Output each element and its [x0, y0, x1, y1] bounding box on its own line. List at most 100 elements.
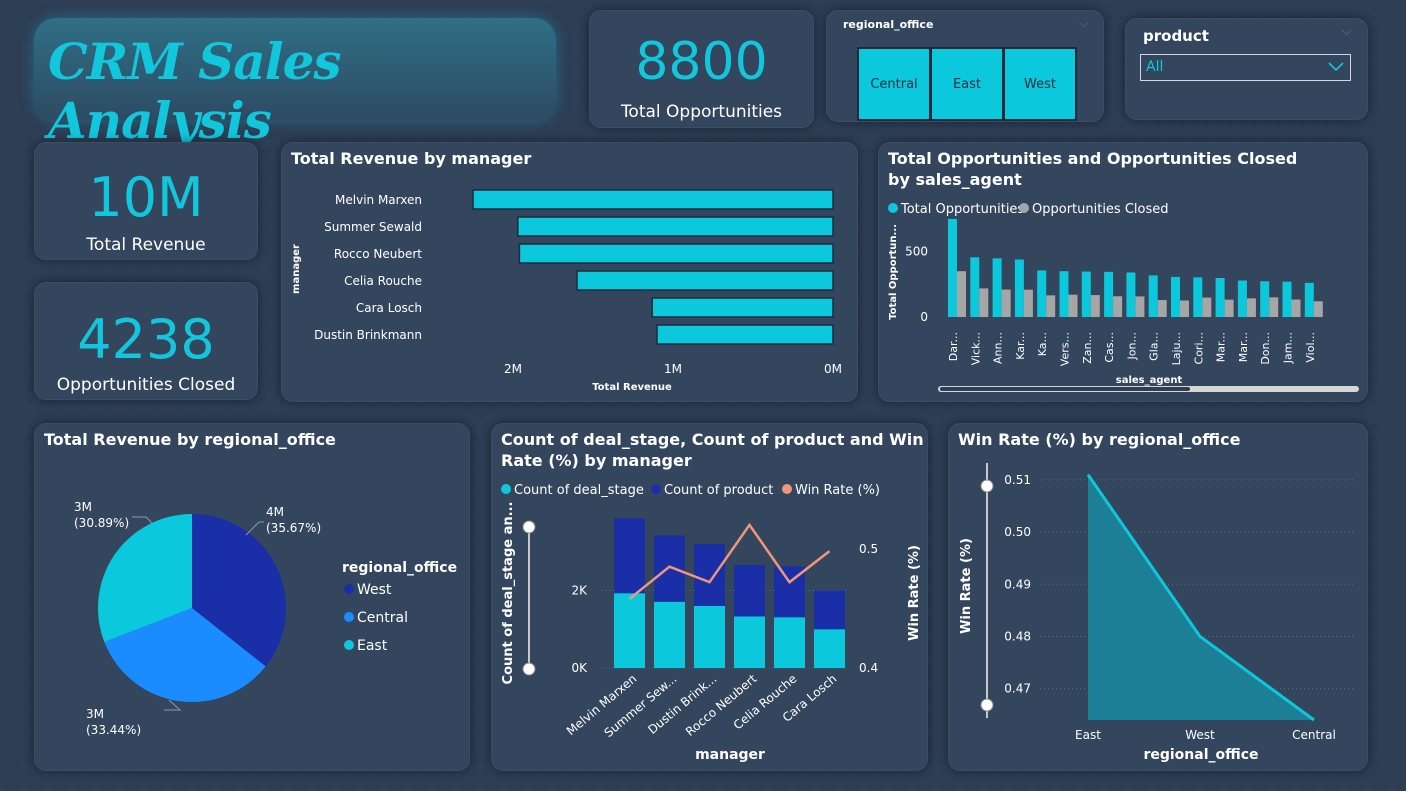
chart-title: Count of deal_stage, Count of product an… [501, 430, 924, 470]
slicer-option-central[interactable]: Central [857, 47, 931, 121]
category-label: Mar... [1215, 332, 1228, 362]
chart-title: Total Revenue by regional_office [44, 430, 336, 449]
legend-marker [1019, 203, 1029, 213]
legend-title: regional_office [342, 560, 457, 576]
bar-total-opportunities [992, 258, 1002, 317]
bar-opportunities-closed [1001, 289, 1011, 317]
bar [656, 324, 834, 345]
chevron-down-icon[interactable]: ⌵ [1078, 16, 1088, 30]
bar-opportunities-closed [1224, 299, 1234, 317]
zoom-slider-handle [522, 662, 536, 676]
product-dropdown[interactable]: All [1140, 54, 1351, 81]
zoom-slider-handle [980, 698, 994, 712]
slice-label: 4M [266, 505, 284, 519]
category-label: Gla... [1148, 332, 1161, 361]
kpi-total-revenue-value: 10M [88, 166, 204, 229]
bar-product [694, 544, 725, 606]
legend-marker [344, 584, 354, 594]
tick-label: 0.49 [1004, 577, 1031, 591]
winrate-by-region-card: Win Rate (%) by regional_office 0.47 0.48… [948, 423, 1368, 771]
category-label: Jam... [1282, 332, 1295, 364]
kpi-opportunities-closed-label: Opportunities Closed [56, 375, 236, 395]
bar-total-opportunities [1059, 271, 1069, 317]
legend-label: Central [357, 610, 408, 626]
category-label: Ka... [1036, 332, 1049, 356]
tick-label: 500 [905, 244, 928, 258]
bar-deal-stage [694, 606, 725, 668]
tick-label: 0.51 [1004, 473, 1031, 487]
legend-marker [344, 640, 354, 650]
tick-label: 2K [571, 584, 588, 598]
slicer-option-west[interactable]: West [1003, 47, 1077, 121]
bar-opportunities-closed [1313, 301, 1323, 317]
chevron-down-icon[interactable]: ⌵ [1341, 23, 1352, 39]
tick-label: 0.5 [859, 542, 878, 556]
category-label: Melvin Marxen [335, 193, 422, 207]
category-label: Central [1292, 728, 1336, 742]
slicer-option-east[interactable]: East [930, 47, 1004, 121]
bar [651, 297, 834, 318]
bar-opportunities-closed [1135, 296, 1145, 317]
opportunities-by-agent-card: Total Opportunities and Opportunities Cl… [878, 142, 1368, 402]
bar-opportunities-closed [1023, 289, 1033, 317]
tick-label: 0.48 [1004, 629, 1031, 643]
legend-label: Total Opportunities [900, 202, 1024, 217]
bar-product [734, 564, 765, 617]
legend-label: Opportunities Closed [1032, 202, 1169, 217]
kpi-total-opportunities-value: 8800 [635, 32, 768, 92]
bar-deal-stage [734, 616, 765, 668]
y-axis-label: Total Opportun... [888, 224, 899, 320]
category-label: Laju... [1170, 332, 1183, 365]
legend-label: Count of deal_stage [514, 483, 644, 498]
bar-deal-stage [774, 617, 805, 668]
win-rate-line [628, 522, 831, 600]
revenue-by-region-card: Total Revenue by regional_office 4M (35.6… [34, 423, 470, 771]
bar-total-opportunities [1304, 282, 1314, 317]
tick-label: 0 [920, 310, 928, 324]
category-label: Kar... [1014, 332, 1027, 360]
bar-opportunities-closed [1113, 296, 1123, 317]
regional-office-slicer: regional_office ⌵ Central East West [826, 10, 1104, 122]
category-label: Cas... [1103, 332, 1116, 363]
category-label: Celia Rouche [344, 274, 422, 288]
kpi-opportunities-closed-value: 4238 [77, 308, 215, 371]
bar-total-opportunities [1081, 271, 1091, 317]
category-label: Dustin Brinkmann [314, 328, 422, 342]
bar-total-opportunities [1104, 271, 1114, 317]
y2-axis-label: Win Rate (%) [907, 545, 922, 641]
bar-total-opportunities [1171, 276, 1180, 317]
bar-product [654, 535, 685, 602]
opportunities-by-agent-chart: Total Opportunities Opportunities Closed 0… [888, 202, 1359, 392]
category-label: Viol... [1304, 332, 1317, 363]
dashboard-title-card: CRM Sales Analysis [34, 18, 556, 150]
kpi-total-revenue-label: Total Revenue [86, 235, 206, 255]
category-label: Vick... [969, 332, 982, 365]
y-axis-label: manager [291, 244, 302, 294]
chart-title: Win Rate (%) by regional_office [958, 430, 1241, 449]
tick-label: 0.50 [1004, 525, 1031, 539]
tick-label: 2M [504, 362, 522, 376]
legend-label: Count of product [664, 483, 773, 498]
legend-marker [782, 484, 792, 494]
bar-opportunities-closed [1269, 297, 1279, 317]
category-label: East [1075, 728, 1101, 742]
slice-label: (30.89%) [74, 516, 129, 530]
x-axis-label: sales_agent [1116, 375, 1183, 386]
leader-line [132, 516, 153, 524]
bar-total-opportunities [948, 218, 957, 317]
zoom-slider-handle [980, 479, 994, 493]
bar [576, 270, 834, 291]
bar [517, 216, 834, 237]
bar-opportunities-closed [1291, 299, 1301, 317]
winrate-by-region-chart: 0.47 0.48 0.49 0.50 0.51 East West Central regio… [959, 463, 1356, 763]
zoom-slider-handle [522, 520, 536, 534]
bar-total-opportunities [1237, 280, 1247, 317]
chart-title: Total Opportunities and Opportunities Cl… [888, 149, 1298, 189]
bar-total-opportunities [1215, 278, 1225, 317]
category-label: Zan... [1081, 332, 1094, 364]
bar-total-opportunities [1126, 272, 1136, 317]
bar [472, 189, 834, 210]
slice-label: 3M [74, 500, 92, 514]
bar-opportunities-closed [1090, 295, 1100, 317]
bar-total-opportunities [1014, 259, 1024, 317]
